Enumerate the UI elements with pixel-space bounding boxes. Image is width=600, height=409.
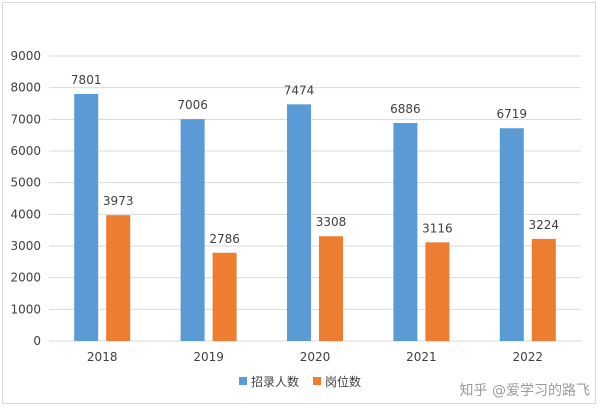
bar-series2	[213, 253, 237, 341]
data-label: 3116	[422, 221, 453, 235]
bar-series1	[181, 119, 205, 341]
x-tick-label: 2020	[300, 350, 331, 364]
y-tick-label: 2000	[10, 271, 41, 285]
y-tick-label: 6000	[10, 144, 41, 158]
y-tick-label: 4000	[10, 207, 41, 221]
data-label: 7801	[71, 73, 102, 87]
y-tick-label: 8000	[10, 81, 41, 95]
x-tick-label: 2019	[193, 350, 224, 364]
y-tick-label: 7000	[10, 112, 41, 126]
y-tick-label: 0	[33, 334, 41, 348]
x-tick-label: 2018	[87, 350, 118, 364]
bar-series2	[425, 242, 449, 341]
data-label: 7474	[284, 83, 315, 97]
legend-swatch	[313, 377, 321, 385]
chart-frame: 0 1000 2000 3000 4000 5000 6000 7000 8000 9000 780…	[2, 2, 596, 404]
bar-chart: 0 1000 2000 3000 4000 5000 6000 7000 8000 9000 780…	[3, 3, 597, 405]
data-label: 6719	[497, 107, 528, 121]
bar-series1	[287, 104, 311, 341]
y-tick-label: 9000	[10, 49, 41, 63]
bar-series1	[74, 94, 98, 341]
data-label: 6886	[390, 102, 421, 116]
bar-series1	[500, 128, 524, 341]
data-label: 3308	[316, 215, 347, 229]
legend-swatch	[239, 377, 247, 385]
data-label: 3973	[103, 194, 134, 208]
bar-series1	[393, 123, 417, 341]
data-label: 2786	[209, 232, 240, 246]
y-tick-label: 1000	[10, 302, 41, 316]
data-label: 7006	[177, 98, 208, 112]
y-tick-label: 5000	[10, 176, 41, 190]
legend-label: 岗位数	[325, 374, 361, 389]
legend-label: 招录人数	[251, 374, 299, 389]
bar-series2	[319, 236, 343, 341]
bar-series2	[532, 239, 556, 341]
data-label: 3224	[529, 218, 560, 232]
x-tick-label: 2021	[406, 350, 437, 364]
x-tick-label: 2022	[513, 350, 544, 364]
watermark-text: 知乎 @爱学习的路飞	[460, 380, 590, 400]
y-tick-label: 3000	[10, 239, 41, 253]
bar-series2	[106, 215, 130, 341]
